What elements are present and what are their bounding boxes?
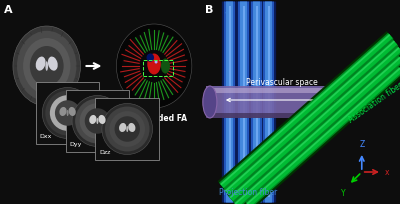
Bar bbox=[206, 114, 352, 118]
Text: Perivascular space: Perivascular space bbox=[246, 78, 318, 86]
Ellipse shape bbox=[66, 110, 69, 116]
Ellipse shape bbox=[96, 118, 98, 124]
Ellipse shape bbox=[203, 86, 217, 118]
Ellipse shape bbox=[147, 54, 161, 75]
Ellipse shape bbox=[23, 39, 70, 94]
Ellipse shape bbox=[85, 109, 110, 134]
Ellipse shape bbox=[116, 25, 192, 109]
Ellipse shape bbox=[89, 115, 96, 124]
Ellipse shape bbox=[17, 32, 76, 102]
Bar bbox=[206, 86, 352, 118]
Bar bbox=[143, 61, 173, 77]
Ellipse shape bbox=[102, 104, 152, 155]
Bar bbox=[66, 91, 129, 152]
Text: Dzz: Dzz bbox=[100, 149, 111, 154]
Ellipse shape bbox=[72, 96, 123, 147]
Ellipse shape bbox=[119, 123, 126, 132]
Ellipse shape bbox=[80, 104, 115, 139]
Text: Projection fiber: Projection fiber bbox=[219, 187, 277, 196]
Text: A: A bbox=[4, 5, 13, 15]
Ellipse shape bbox=[75, 99, 120, 144]
Bar bbox=[36, 83, 100, 144]
Ellipse shape bbox=[126, 126, 128, 132]
Bar bbox=[206, 88, 352, 94]
Ellipse shape bbox=[42, 88, 93, 139]
Ellipse shape bbox=[45, 62, 48, 71]
Ellipse shape bbox=[110, 112, 145, 147]
Ellipse shape bbox=[30, 47, 64, 86]
Text: Dxx: Dxx bbox=[40, 133, 52, 138]
Ellipse shape bbox=[48, 57, 58, 71]
Ellipse shape bbox=[161, 59, 170, 74]
Ellipse shape bbox=[114, 117, 140, 142]
Text: Z: Z bbox=[359, 139, 364, 148]
Ellipse shape bbox=[68, 108, 76, 116]
Text: x: x bbox=[385, 168, 390, 177]
Ellipse shape bbox=[122, 31, 186, 102]
Text: Association fiber: Association fiber bbox=[347, 81, 400, 124]
Ellipse shape bbox=[154, 61, 158, 64]
Text: DWI: DWI bbox=[39, 111, 54, 120]
Text: Y: Y bbox=[341, 188, 346, 197]
Ellipse shape bbox=[55, 101, 80, 126]
Ellipse shape bbox=[128, 123, 136, 132]
Text: Dyy: Dyy bbox=[70, 141, 82, 146]
Text: B: B bbox=[205, 5, 213, 15]
Text: Color-coded FA: Color-coded FA bbox=[122, 113, 186, 122]
Bar bbox=[96, 99, 159, 160]
Ellipse shape bbox=[60, 108, 67, 116]
Ellipse shape bbox=[98, 115, 106, 124]
Ellipse shape bbox=[50, 96, 85, 131]
Ellipse shape bbox=[13, 27, 80, 106]
Ellipse shape bbox=[45, 91, 90, 136]
Ellipse shape bbox=[105, 107, 150, 152]
Ellipse shape bbox=[36, 57, 46, 71]
Ellipse shape bbox=[146, 54, 154, 62]
